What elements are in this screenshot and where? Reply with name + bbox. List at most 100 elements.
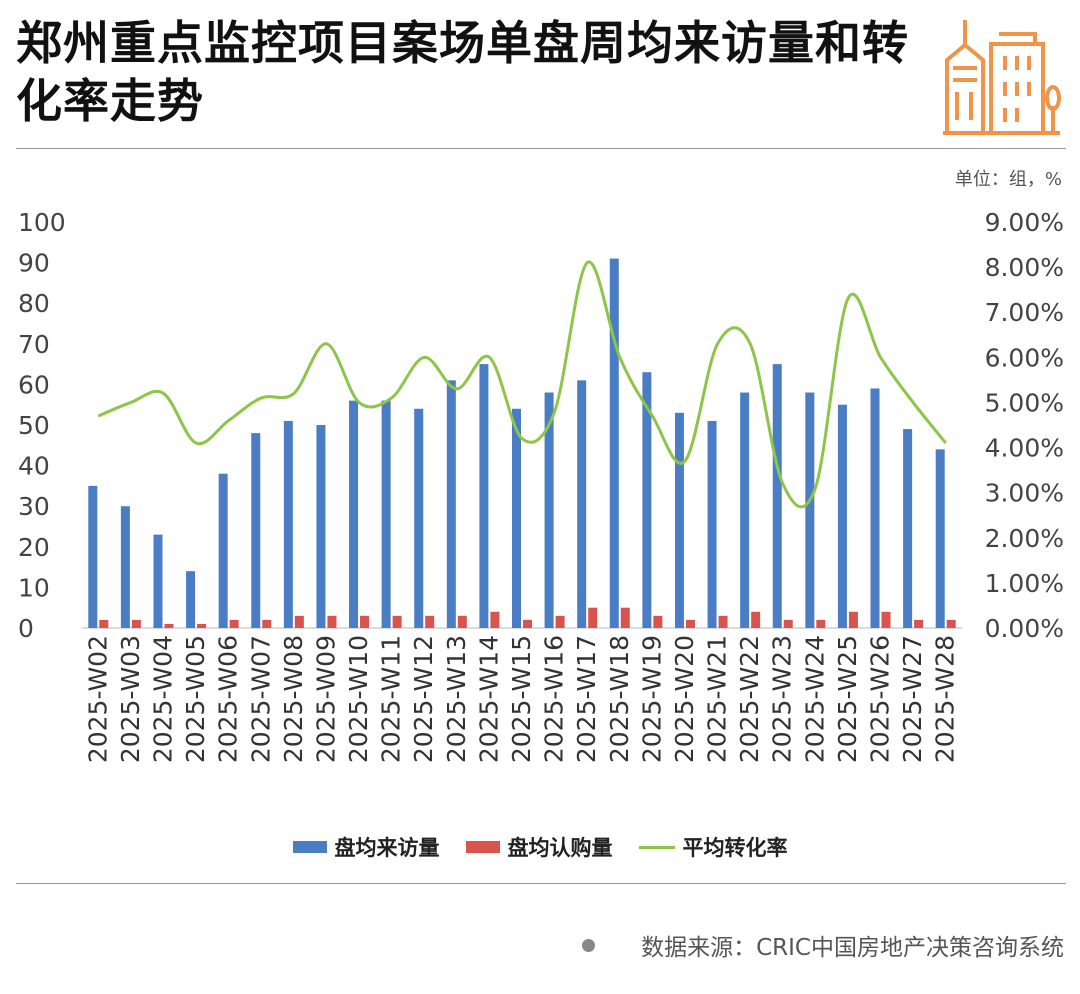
unit-label: 单位：组，% [954,169,1062,190]
visits-bar [903,429,913,628]
x-tick-label: 2025-W22 [735,635,764,763]
y-left-tick-label: 50 [18,411,50,440]
rate-line-series [97,260,947,509]
x-tick-label: 2025-W16 [540,635,569,763]
y-left-tick-label: 40 [18,452,50,481]
rate-line [97,260,947,509]
y-left-tick-label: 60 [18,370,50,399]
x-tick-label: 2025-W28 [931,635,960,763]
x-tick-label: 2025-W13 [442,635,471,763]
y-left-tick-label: 30 [18,492,50,521]
y-right-tick-label: 0.00% [985,614,1064,643]
building-logo-icon [943,20,1061,135]
chart-title: 郑州重点监控项目案场单盘周均来访量和转化率走势 [16,16,909,128]
y-right-tick-label: 4.00% [985,434,1064,463]
visits-bar [772,364,782,628]
x-tick-label: 2025-W25 [833,635,862,763]
visits-bar [870,388,880,628]
y-right-tick-label: 6.00% [985,343,1064,372]
visits-bar [935,449,945,628]
x-axis-labels: 2025-W02 2025-W03 2025-W04 2025-W05 2025-W06… [83,635,959,763]
legend-swatch-rate [638,845,675,849]
x-tick-label: 2025-W08 [279,635,308,763]
y-right-tick-label: 7.00% [985,298,1064,327]
subscription-bar [262,619,272,628]
visits-bar [186,571,196,628]
subscription-bar [360,615,370,628]
subscription-bar [555,615,565,628]
x-tick-label: 2025-W06 [214,635,243,763]
y-left-tick-label: 70 [18,330,50,359]
visits-bar [479,364,489,628]
subscription-bar [685,619,695,628]
subscription-bar [653,615,663,628]
x-tick-label: 2025-W24 [800,635,829,763]
x-tick-label: 2025-W05 [181,635,210,763]
visits-bar [544,392,554,628]
visits-bar [349,400,359,628]
subscription-bar [783,619,793,628]
subscription-bar [490,611,500,628]
legend-item-rate: 平均转化率 [638,832,788,862]
subscription-bar [164,623,174,628]
y-right-tick-label: 8.00% [985,253,1064,282]
legend-label-rate: 平均转化率 [682,836,788,860]
subscription-bar [131,619,141,628]
x-tick-label: 2025-W21 [703,635,732,763]
subscription-bar [457,615,467,628]
visits-bar [218,473,228,628]
subscription-bar [392,615,402,628]
x-tick-label: 2025-W10 [344,635,373,763]
visits-bar [707,420,717,628]
subscription-bar [751,611,761,628]
x-tick-label: 2025-W27 [898,635,927,763]
x-tick-label: 2025-W15 [507,635,536,763]
x-tick-label: 2025-W14 [474,635,503,763]
source-label: 数据来源：CRIC中国房地产决策咨询系统 [641,935,1064,961]
visits-bar [740,392,750,628]
chart: 0 10 20 30 40 50 60 70 80 90 100 0.00% 1.00% 2.00% 3.… [18,208,1064,763]
subscription-bar [620,607,630,628]
x-tick-label: 2025-W02 [83,635,112,763]
subscription-bar [848,611,858,628]
legend-item-subs: 盘均认购量 [465,832,613,862]
subscription-bar [523,619,532,628]
subscription-bar [816,619,826,628]
visits-bar [609,258,619,628]
legend-item-visits: 盘均来访量 [292,832,440,862]
legend: 盘均来访量 盘均认购量 平均转化率 [0,832,1080,862]
y-right-tick-label: 9.00% [985,208,1064,237]
visits-bar [414,408,424,628]
bottom-divider [16,883,1066,884]
x-tick-label: 2025-W03 [116,635,145,763]
visits-bar [153,534,163,628]
subscription-bar [588,607,598,628]
subscription-bar [327,615,337,628]
y-right-tick-label: 2.00% [985,524,1064,553]
x-tick-label: 2025-W26 [866,635,895,763]
x-tick-label: 2025-W20 [670,635,699,763]
y-left-tick-label: 10 [18,573,50,602]
legend-label-subs: 盘均认购量 [507,836,613,860]
x-tick-label: 2025-W09 [311,635,340,763]
y-axis-left: 0 10 20 30 40 50 60 70 80 90 100 [18,208,66,643]
y-left-tick-label: 80 [18,289,50,318]
x-tick-label: 2025-W17 [572,635,601,763]
visits-bar [251,433,261,628]
top-divider [16,148,1066,149]
subscription-bar [425,615,435,628]
y-axis-right: 0.00% 1.00% 2.00% 3.00% 4.00% 5.00% 6.00% 7.00%… [985,208,1064,643]
subscription-bar [294,615,304,628]
legend-label-visits: 盘均来访量 [334,836,440,860]
visits-bar [642,372,652,628]
source: 数据来源：CRIC中国房地产决策咨询系统 [582,928,1064,962]
y-right-tick-label: 3.00% [985,479,1064,508]
visits-bar [316,425,326,628]
x-tick-label: 2025-W11 [377,635,406,763]
x-tick-label: 2025-W23 [768,635,797,763]
visits-bar [446,380,456,628]
visits-bar [577,380,587,628]
y-left-tick-label: 90 [18,249,50,278]
y-left-tick-label: 0 [18,614,34,643]
subscription-bars [99,607,956,628]
